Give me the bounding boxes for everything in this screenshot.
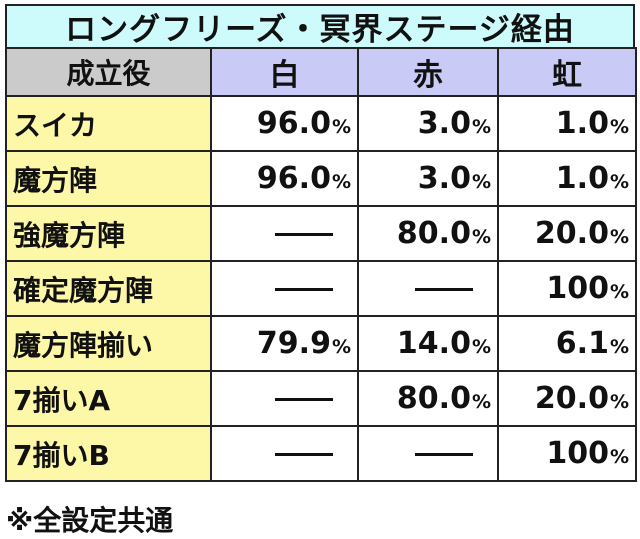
rate-value: 80.0	[396, 216, 471, 251]
rate-value: 96.0	[256, 161, 331, 196]
percent-sign: %	[471, 226, 491, 248]
percent-sign: %	[609, 391, 629, 413]
rate-cell-rainbow: 20.0%	[497, 370, 637, 427]
percent-sign: %	[609, 336, 629, 358]
rate-value: 20.0	[534, 216, 609, 251]
rate-cell-white: 96.0%	[210, 150, 359, 207]
rate-cell-red: 3.0%	[357, 150, 499, 207]
rate-value: 14.0	[396, 326, 471, 361]
rate-cell-rainbow: 1.0%	[497, 95, 637, 152]
table-row: 7揃いB — — 100%	[5, 425, 637, 482]
rate-value: 96.0	[256, 106, 331, 141]
role-cell: 魔方陣	[5, 150, 212, 207]
rate-value: 3.0	[417, 106, 471, 141]
rate-cell-white: —	[210, 260, 359, 317]
role-cell: 魔方陣揃い	[5, 315, 212, 372]
rate-value: 1.0	[555, 161, 609, 196]
rate-value: 3.0	[417, 161, 471, 196]
header-rainbow: 虹	[497, 47, 637, 97]
table-row: 7揃いA—80.0%20.0%	[5, 370, 637, 427]
rate-cell-white: —	[210, 370, 359, 427]
rate-value: 79.9	[256, 326, 331, 361]
rate-value: 80.0	[396, 381, 471, 416]
role-cell: 強魔方陣	[5, 205, 212, 262]
rate-cell-red: 80.0%	[357, 205, 499, 262]
rate-cell-rainbow: 1.0%	[497, 150, 637, 207]
header-row: 成立役 白 赤 虹	[5, 47, 637, 97]
percent-sign: %	[331, 171, 351, 193]
footnote: ※全設定共通	[6, 504, 174, 537]
dash-mark: —	[415, 288, 473, 291]
dash-mark: —	[275, 233, 333, 236]
dash-mark: —	[275, 453, 333, 456]
rate-cell-red: —	[357, 425, 499, 482]
percent-sign: %	[609, 171, 629, 193]
percent-sign: %	[609, 281, 629, 303]
percent-sign: %	[471, 116, 491, 138]
rate-cell-white: —	[210, 425, 359, 482]
rate-cell-white: —	[210, 205, 359, 262]
dash-mark: —	[415, 453, 473, 456]
percent-sign: %	[471, 171, 491, 193]
role-cell: 確定魔方陣	[5, 260, 212, 317]
rate-value: 100	[546, 436, 609, 471]
rate-value: 6.1	[555, 326, 609, 361]
header-role: 成立役	[5, 47, 212, 97]
table-body: スイカ96.0%3.0%1.0%魔方陣96.0%3.0%1.0%強魔方陣—80.…	[5, 95, 637, 482]
role-cell: 7揃いA	[5, 370, 212, 427]
header-red: 赤	[357, 47, 499, 97]
table-title: ロングフリーズ・冥界ステージ経由	[5, 4, 635, 48]
rate-cell-rainbow: 20.0%	[497, 205, 637, 262]
table-row: 魔方陣 96.0% 3.0% 1.0%	[5, 150, 637, 207]
percent-sign: %	[331, 336, 351, 358]
rate-cell-rainbow: 100%	[497, 260, 637, 317]
table-row: スイカ 96.0% 3.0% 1.0%	[5, 95, 637, 152]
percent-sign: %	[609, 226, 629, 248]
rate-value: 20.0	[534, 381, 609, 416]
role-cell: スイカ	[5, 95, 212, 152]
rate-cell-rainbow: 100%	[497, 425, 637, 482]
table-row: 強魔方陣—80.0%20.0%	[5, 205, 637, 262]
role-cell: 7揃いB	[5, 425, 212, 482]
percent-sign: %	[609, 446, 629, 468]
table-row: 確定魔方陣 — — 100%	[5, 260, 637, 317]
rate-cell-red: 14.0%	[357, 315, 499, 372]
dash-mark: —	[275, 398, 333, 401]
rate-cell-red: 80.0%	[357, 370, 499, 427]
rate-cell-white: 79.9%	[210, 315, 359, 372]
rate-cell-red: 3.0%	[357, 95, 499, 152]
dash-mark: —	[275, 288, 333, 291]
rate-cell-white: 96.0%	[210, 95, 359, 152]
table-row: 魔方陣揃い 79.9% 14.0% 6.1%	[5, 315, 637, 372]
percent-sign: %	[471, 336, 491, 358]
percent-sign: %	[471, 391, 491, 413]
rate-cell-red: —	[357, 260, 499, 317]
percent-sign: %	[609, 116, 629, 138]
header-white: 白	[210, 47, 359, 97]
rate-value: 100	[546, 271, 609, 306]
rate-cell-rainbow: 6.1%	[497, 315, 637, 372]
probability-table: 成立役 白 赤 虹 スイカ 96.0% 3.0% 1.0% 魔方陣 96.0% 3.0% 1.…	[5, 47, 637, 482]
percent-sign: %	[331, 116, 351, 138]
rate-value: 1.0	[555, 106, 609, 141]
